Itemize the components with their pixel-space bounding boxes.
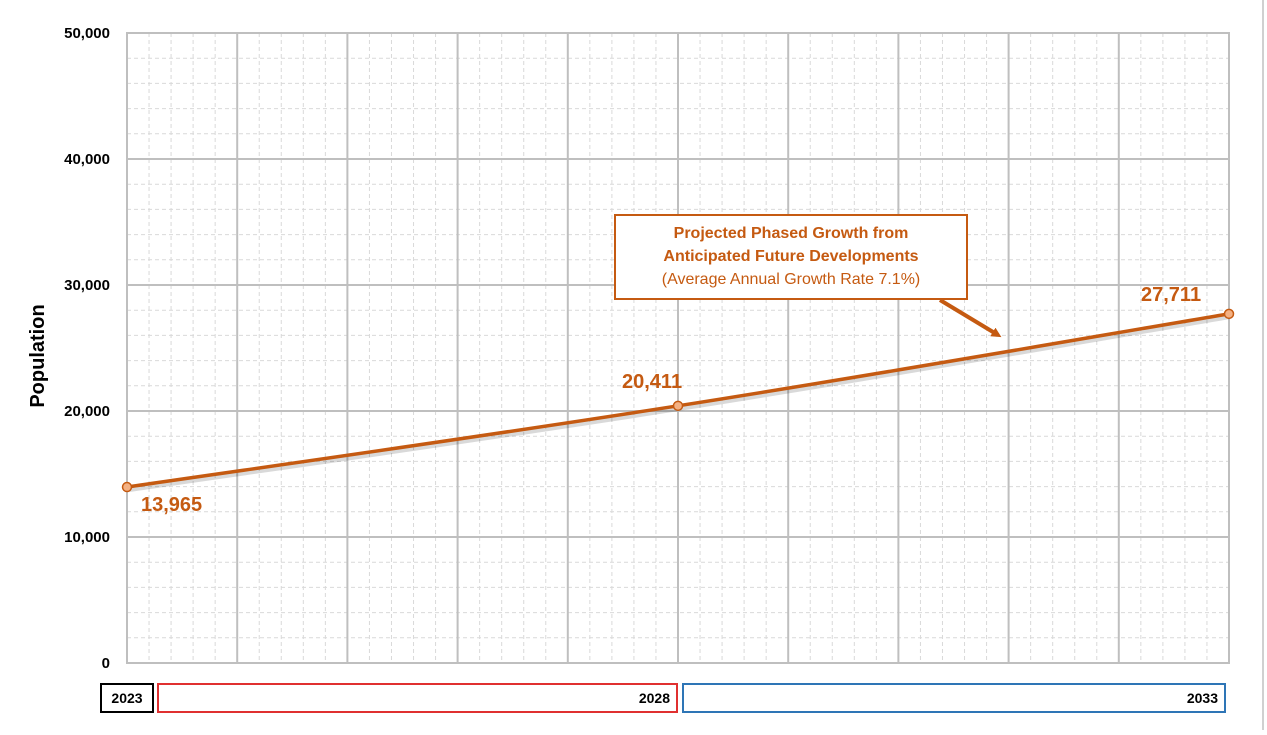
axis-layer: 0 10,000 20,000 30,000 40,000 50,000 xyxy=(64,25,1230,672)
data-label: 20,411 xyxy=(622,371,682,393)
y-tick-label: 40,000 xyxy=(64,151,110,168)
y-tick-label: 10,000 xyxy=(64,529,110,546)
data-point xyxy=(121,481,133,493)
annotation-line-2: Anticipated Future Developments xyxy=(663,248,919,265)
frame-border xyxy=(1262,0,1264,730)
annotation-line-3: (Average Annual Growth Rate 7.1%) xyxy=(661,271,921,288)
timeline-2033-label: 2033 xyxy=(1186,690,1218,706)
y-tick-label: 20,000 xyxy=(64,403,110,420)
data-label: 13,965 xyxy=(141,494,202,516)
growth-annotation: Projected Phased Growth from Anticipated… xyxy=(614,214,968,300)
data-label: 27,711 xyxy=(1141,284,1201,306)
y-axis-title: Population xyxy=(27,304,49,407)
data-point xyxy=(1223,308,1235,320)
y-tick-label: 50,000 xyxy=(64,25,110,42)
label-layer: 13,965 20,411 27,711 xyxy=(141,284,1201,516)
timeline-2033-box: 2033 xyxy=(682,683,1226,713)
plot-border xyxy=(126,32,1230,664)
timeline-2028-label: 2028 xyxy=(638,690,670,706)
grid-layer xyxy=(126,32,1230,664)
timeline-2028-box: 2028 xyxy=(157,683,678,713)
data-point xyxy=(672,400,684,412)
timeline-2023-label: 2023 xyxy=(111,690,143,706)
series-layer xyxy=(121,308,1235,493)
y-tick-label: 30,000 xyxy=(64,277,110,294)
callout-arrow xyxy=(938,298,1002,338)
y-tick-label: 0 xyxy=(102,655,110,672)
annotation-line-1: Projected Phased Growth from xyxy=(673,225,909,242)
timeline-2023-box: 2023 xyxy=(100,683,154,713)
